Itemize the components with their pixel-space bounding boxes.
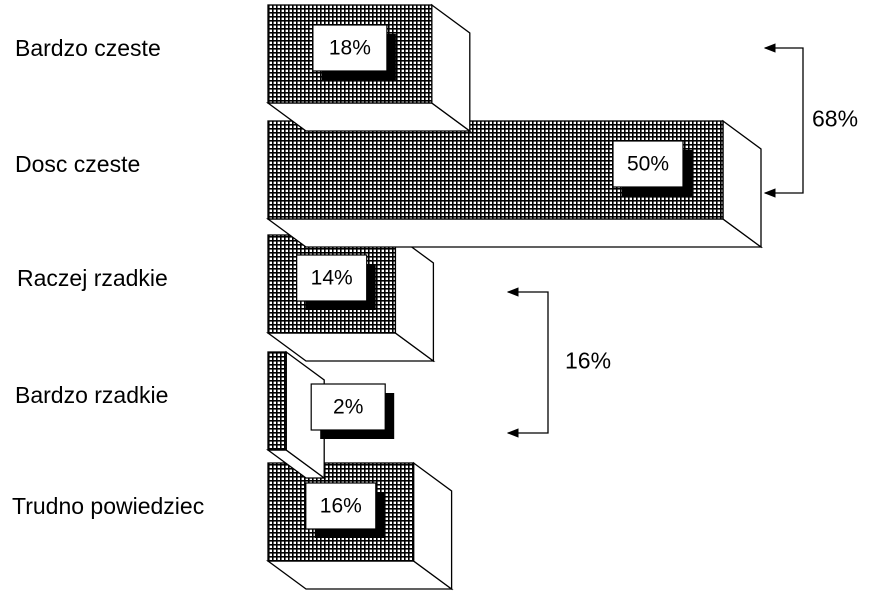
bar-4-front: [267, 351, 287, 451]
category-label-4: Bardzo rzadkie: [15, 382, 168, 408]
value-label-box: [296, 254, 368, 302]
value-label-1: 18%: [312, 24, 396, 80]
category-label-3: Raczej rzadkie: [17, 265, 168, 291]
brackets-layer: 68% 16%: [506, 43, 858, 438]
category-label-1: Bardzo czeste: [15, 35, 161, 61]
category-label-5: Trudno powiedziec: [12, 493, 204, 519]
value-label-box: [305, 482, 377, 530]
bracket-label: 16%: [565, 348, 611, 374]
bar-2-depth-bottom: [266, 218, 763, 248]
value-label-4: 2%: [310, 383, 395, 439]
bracket-arrow: [763, 43, 804, 198]
value-label-text: 14%: [311, 267, 353, 290]
value-label-text: 16%: [320, 495, 362, 518]
value-label-box: [312, 24, 388, 72]
bracket-arrow: [506, 287, 549, 438]
value-label-5: 16%: [305, 482, 385, 538]
bracket-1: 68%: [763, 43, 858, 198]
bar-1: [266, 3, 472, 133]
value-label-3: 14%: [296, 254, 376, 310]
value-label-box: [310, 383, 386, 431]
value-labels-layer: 18% 50% 14% 2% 16%: [296, 24, 692, 538]
value-label-text: 50%: [627, 153, 669, 176]
value-label-box: [612, 140, 684, 188]
category-axis-labels: Bardzo czeste Dosc czeste Raczej rzadkie Ba…: [12, 35, 204, 519]
value-label-text: 2%: [333, 396, 363, 419]
bracket-2: 16%: [506, 287, 611, 438]
value-label-text: 18%: [329, 37, 371, 60]
bar-5: [266, 461, 454, 591]
bracket-label: 68%: [812, 106, 858, 132]
value-label-2: 50%: [612, 140, 692, 196]
category-label-2: Dosc czeste: [15, 151, 140, 177]
